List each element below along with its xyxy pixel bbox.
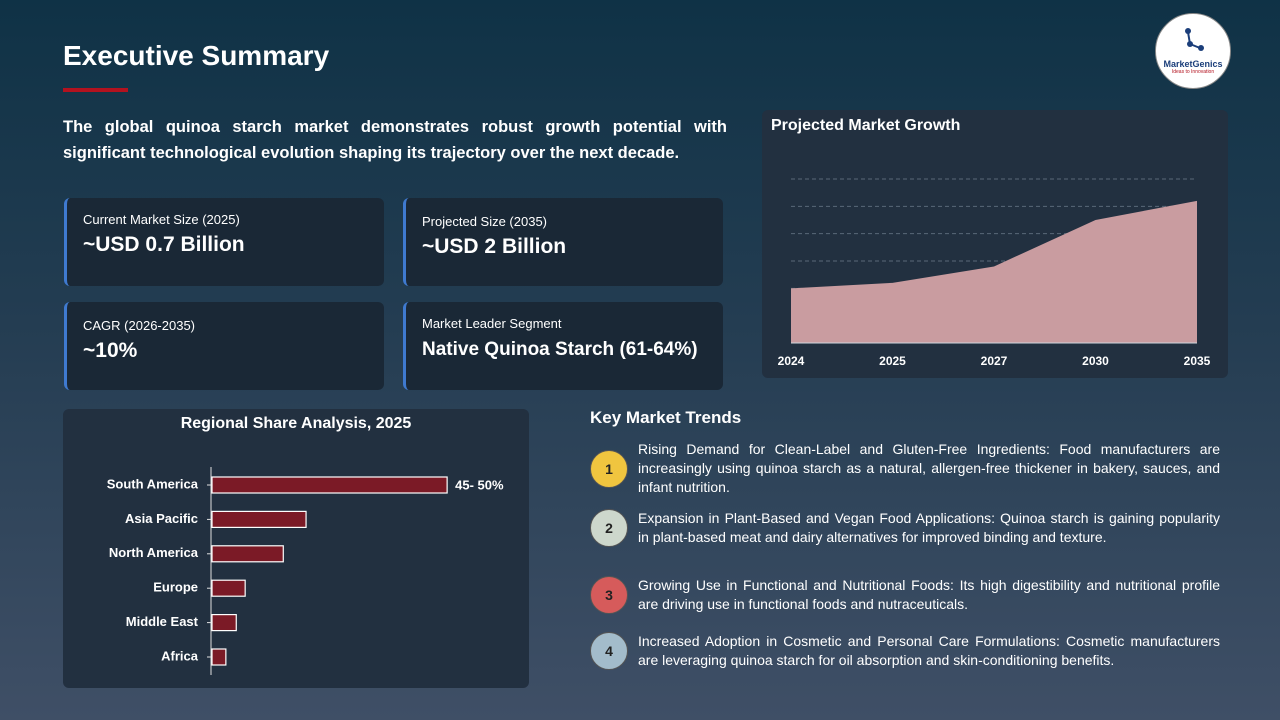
y-tick-label: Asia Pacific (125, 511, 198, 526)
trend-item: 2 Expansion in Plant-Based and Vegan Food… (590, 509, 1220, 547)
intro-text: The global quinoa starch market demonstr… (63, 118, 727, 162)
logo-icon (1185, 28, 1204, 51)
x-tick-label: 2027 (981, 354, 1008, 368)
x-tick-label: 2030 (1082, 354, 1109, 368)
bar (211, 510, 307, 529)
trend-text: Increased Adoption in Cosmetic and Perso… (638, 632, 1220, 668)
trend-number: 4 (590, 631, 628, 670)
trend-item: 1 Rising Demand for Clean-Label and Glute… (590, 440, 1220, 497)
bar (211, 476, 448, 494)
y-tick-label: Africa (161, 648, 199, 663)
trend-number: 3 (590, 576, 628, 614)
kpi-card: CAGR (2026-2035) ~10% (64, 302, 384, 390)
kpi-label: CAGR (2026-2035) (83, 318, 195, 333)
bar (211, 614, 237, 632)
x-tick-label: 2035 (1184, 354, 1211, 368)
x-tick-label: 2024 (778, 354, 805, 368)
trend-number: 2 (590, 509, 628, 547)
kpi-card: Market Leader Segment Native Quinoa Starc… (403, 302, 723, 390)
logo: MarketGenics Ideas to Innovation (1155, 13, 1231, 89)
chart-title: Regional Share Analysis, 2025 (181, 415, 412, 432)
trend-item: 4 Increased Adoption in Cosmetic and Pers… (590, 622, 1220, 679)
kpi-value: Native Quinoa Starch (61-64%) (422, 339, 698, 360)
logo-name: MarketGenics (1163, 59, 1223, 69)
data-label: 45- 50% (455, 477, 504, 492)
trend-number: 1 (590, 449, 628, 488)
y-tick-label: Middle East (126, 614, 199, 629)
section-title: Key Market Trends (590, 408, 742, 427)
kpi-value: ~USD 0.7 Billion (83, 233, 245, 256)
kpi-card: Projected Size (2035) ~USD 2 Billion (403, 198, 723, 286)
y-tick-label: North America (109, 545, 199, 560)
area-chart: Projected Market Growth 2024 2025 2027 2030… (762, 110, 1228, 378)
trend-text: Expansion in Plant-Based and Vegan Food … (638, 510, 1220, 545)
trend-text: Rising Demand for Clean-Label and Gluten… (638, 441, 1220, 495)
logo-tagline: Ideas to Innovation (1171, 69, 1215, 75)
bar (211, 579, 246, 597)
chart-title: Projected Market Growth (771, 117, 960, 134)
y-tick-label: Europe (153, 580, 198, 595)
kpi-value: ~USD 2 Billion (422, 235, 567, 258)
trend-item: 3 Growing Use in Functional and Nutrition… (590, 576, 1220, 614)
bar (211, 545, 284, 563)
kpi-label: Market Leader Segment (422, 316, 562, 331)
bar-chart: Regional Share Analysis, 2025 South Amer… (63, 409, 529, 688)
trend-text: Growing Use in Functional and Nutritiona… (638, 577, 1220, 612)
page-title: Executive Summary (63, 40, 330, 71)
kpi-card: Current Market Size (2025) ~USD 0.7 Billi… (64, 198, 384, 286)
bar (211, 648, 227, 666)
y-tick-label: South America (107, 476, 199, 491)
kpi-value: ~10% (83, 339, 138, 362)
area (791, 200, 1197, 343)
title-underline (63, 88, 128, 92)
x-tick-label: 2025 (879, 354, 906, 368)
kpi-label: Current Market Size (2025) (83, 212, 240, 227)
kpi-label: Projected Size (2035) (422, 214, 548, 229)
